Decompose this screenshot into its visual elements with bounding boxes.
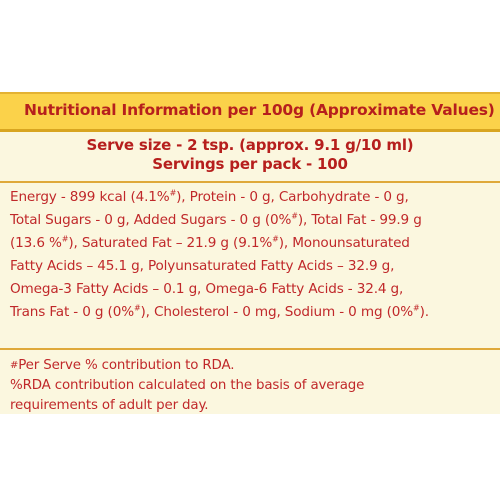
nutrient-list: Energy - 899 kcal (4.1%#), Protein - 0 g… [10,186,500,324]
nutrient-line-sugars: Total Sugars - 0 g, Added Sugars - 0 g (… [10,209,500,232]
nutrient-line-trans-fat: Trans Fat - 0 g (0%#), Cholesterol - 0 m… [10,301,500,324]
servings-per-pack: Servings per pack - 100 [152,155,348,173]
nutrient-text: Total Sugars - 0 g, Added Sugars - 0 g (… [10,212,292,228]
rda-marker: # [291,211,298,221]
footnote-marker: # [10,360,19,371]
nutrient-text: ), Total Fat - 99.9 g [297,212,422,228]
serve-size: Serve size - 2 tsp. (approx. 9.1 g/10 ml… [86,136,414,154]
divider-bottom [0,348,500,350]
footnote-per-serve: #Per Serve % contribution to RDA. [10,356,490,376]
rda-marker: # [169,188,177,198]
rda-marker: # [61,234,69,244]
nutrient-text: ), Saturated Fat – 21.9 g (9.1% [68,235,273,251]
nutrient-line-energy: Energy - 899 kcal (4.1%#), Protein - 0 g… [10,186,500,209]
nutrient-text: Trans Fat - 0 g (0% [10,304,134,320]
nutrient-line-omega: Omega-3 Fatty Acids – 0.1 g, Omega-6 Fat… [10,281,404,297]
header-band: Nutritional Information per 100g (Approx… [0,92,500,132]
nutrient-text: ). [419,304,429,320]
nutrition-label: Nutritional Information per 100g (Approx… [0,92,500,414]
nutrient-text: ), Monounsaturated [278,235,410,251]
rda-marker: # [272,234,279,244]
footnote-rda-line-2: requirements of adult per day. [10,398,209,413]
rda-marker: # [133,303,141,313]
nutrient-text: Energy - 899 kcal (4.1% [10,189,170,205]
nutrient-line-fatty-acids: Fatty Acids – 45.1 g, Polyunsaturated Fa… [10,258,395,274]
footnote-rda-line-1: %RDA contribution calculated on the basi… [10,378,365,393]
footnote-text: Per Serve % contribution to RDA. [18,358,235,373]
nutrient-text: ), Protein - 0 g, Carbohydrate - 0 g, [176,189,409,205]
nutrient-text: ), Cholesterol - 0 mg, Sodium - 0 mg (0% [140,304,414,320]
nutrient-text: (13.6 % [10,235,62,251]
footnotes: #Per Serve % contribution to RDA. %RDA c… [10,356,490,416]
nutrient-line-saturated: (13.6 %#), Saturated Fat – 21.9 g (9.1%#… [10,232,500,255]
nutrition-title: Nutritional Information per 100g (Approx… [24,101,495,119]
rda-marker: # [413,303,420,313]
divider-top [0,181,500,183]
serving-info: Serve size - 2 tsp. (approx. 9.1 g/10 ml… [0,132,500,179]
